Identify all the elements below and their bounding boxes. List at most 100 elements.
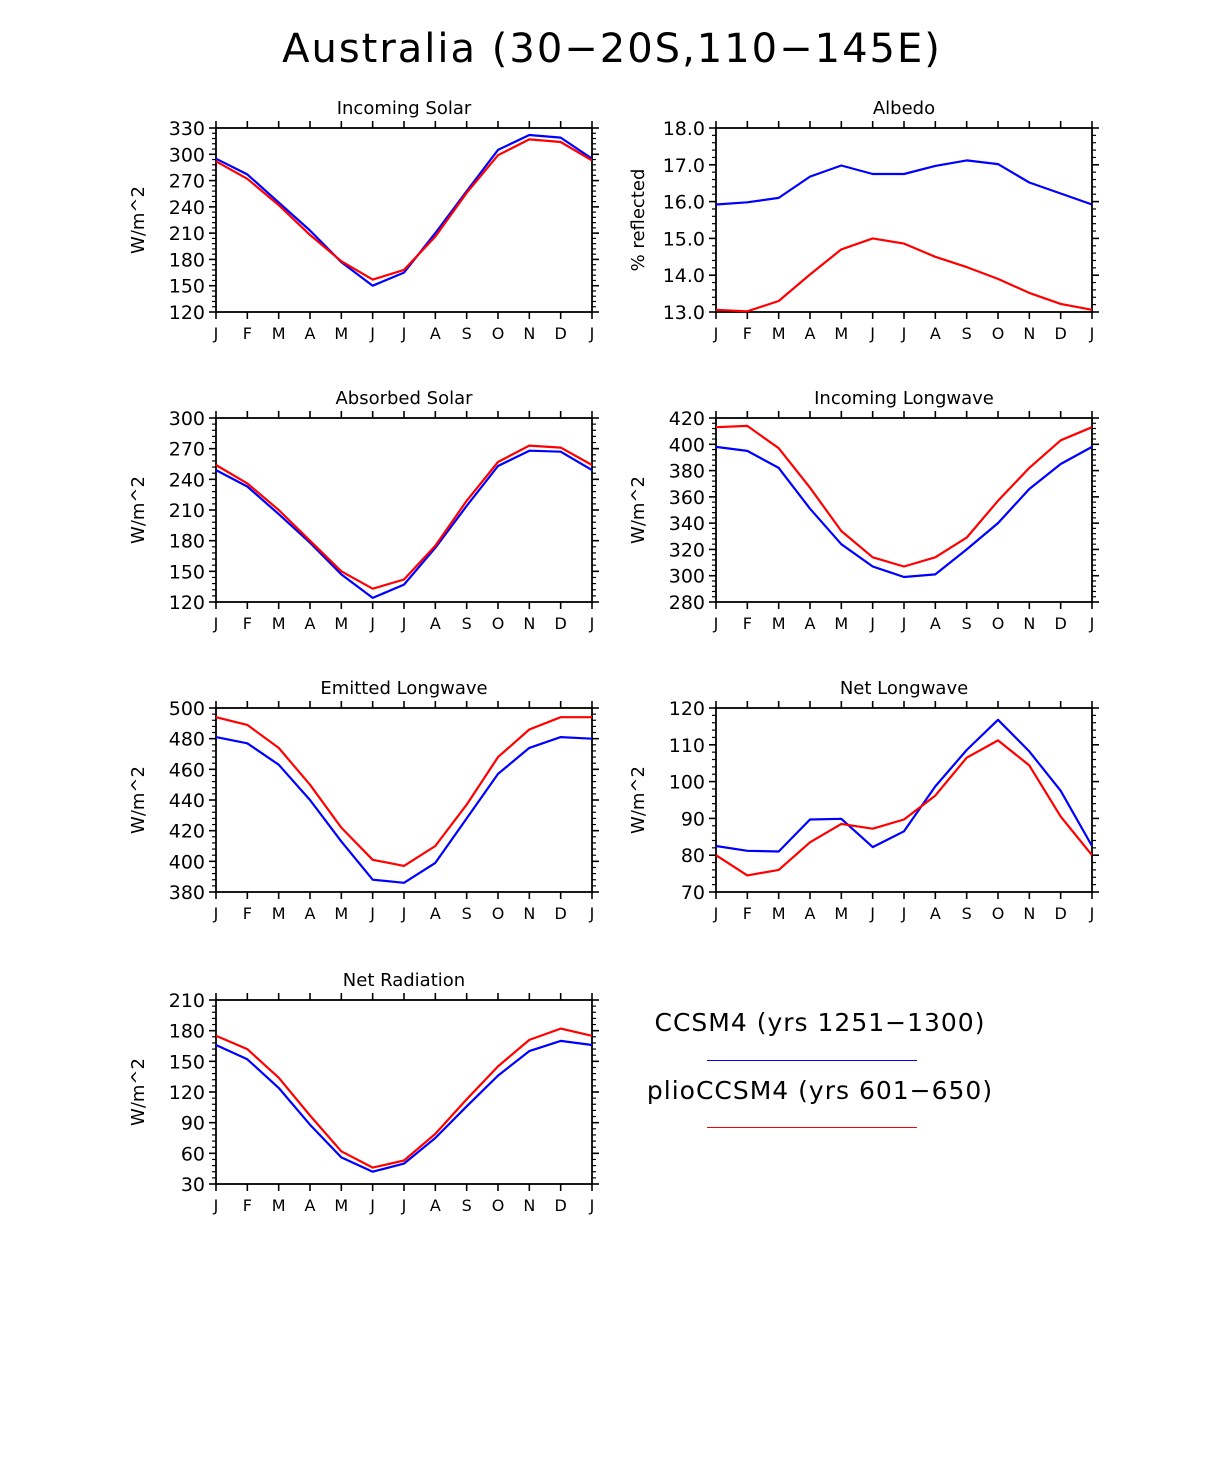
x-tick-label: J [713, 614, 719, 633]
chart-title: Incoming Solar [337, 98, 472, 119]
figure-title: Australia (30−20S,110−145E) [282, 26, 942, 72]
legend-label-ccsm4: CCSM4 (yrs 1251−1300) [654, 1008, 986, 1037]
x-tick-label: A [305, 614, 316, 633]
series-line-ccsm4 [715, 718, 1093, 853]
x-tick-label: J [869, 324, 875, 343]
x-tick-label: J [589, 904, 595, 923]
x-tick-label: J [1089, 904, 1095, 923]
x-tick-label: J [713, 904, 719, 923]
x-tick-label: J [401, 904, 407, 923]
chart-incoming-solar: J F M A M J J A S O N D J120150180210240270300330Inc… [128, 98, 599, 343]
x-tick-label: M [772, 614, 786, 633]
series-line-plio [215, 138, 593, 281]
x-tick-label: N [523, 1196, 535, 1215]
x-tick-label: J [369, 1196, 375, 1215]
series-line-ccsm4 [215, 449, 593, 599]
x-tick-label: J [369, 324, 375, 343]
x-tick-label: J [869, 614, 875, 633]
chart-emitted-longwave: J F M A M J J A S O N D J380400420440460480500Emitte… [128, 678, 599, 923]
chart-albedo: J F M A M J J A S O N D J13.014.015.016.017.018.0Alb… [628, 98, 1099, 343]
y-axis-label: W/m^2 [128, 766, 149, 834]
x-tick-label: F [743, 614, 752, 633]
legend-line-ccsm4 [707, 1060, 917, 1061]
y-tick-label: 300 [169, 408, 205, 430]
chart-title: Emitted Longwave [320, 678, 487, 699]
x-tick-label: O [492, 324, 505, 343]
y-axis-label: W/m^2 [628, 766, 649, 834]
y-tick-label: 270 [169, 171, 205, 193]
x-tick-label: A [930, 324, 941, 343]
y-tick-label: 180 [169, 531, 205, 553]
x-tick-label: O [492, 614, 505, 633]
x-tick-label: O [992, 614, 1005, 633]
y-tick-label: 120 [169, 302, 205, 324]
y-tick-label: 400 [669, 434, 705, 456]
x-tick-label: A [930, 614, 941, 633]
x-tick-label: F [743, 904, 752, 923]
chart-title: Absorbed Solar [335, 388, 473, 409]
y-tick-label: 120 [169, 592, 205, 614]
y-tick-label: 340 [669, 513, 705, 535]
x-tick-label: J [901, 614, 907, 633]
y-axis-label: W/m^2 [128, 1058, 149, 1126]
x-tick-label: A [930, 904, 941, 923]
x-tick-label: F [243, 614, 252, 633]
x-tick-label: A [805, 324, 816, 343]
plot-frame [715, 417, 1093, 603]
y-axis-label: % reflected [628, 169, 649, 272]
x-tick-label: O [492, 1196, 505, 1215]
x-tick-label: M [772, 324, 786, 343]
series-line-ccsm4 [715, 159, 1093, 206]
x-tick-label: J [901, 324, 907, 343]
legend-line-plio [707, 1127, 917, 1128]
y-tick-label: 110 [669, 735, 705, 757]
x-tick-label: M [834, 324, 848, 343]
plot-frame [215, 999, 593, 1185]
x-tick-label: M [334, 324, 348, 343]
y-tick-label: 210 [169, 223, 205, 245]
y-tick-label: 500 [169, 698, 205, 720]
y-tick-label: 270 [169, 439, 205, 461]
x-tick-label: J [589, 324, 595, 343]
chart-title: Net Longwave [840, 678, 968, 699]
chart-incoming-longwave: J F M A M J J A S O N D J280300320340360380400420Inc… [628, 388, 1099, 633]
series-line-ccsm4 [215, 1039, 593, 1173]
y-tick-label: 440 [169, 790, 205, 812]
x-tick-label: J [901, 904, 907, 923]
x-tick-label: D [1055, 904, 1067, 923]
x-tick-label: A [305, 324, 316, 343]
series-line-plio [215, 444, 593, 590]
plot-frame [215, 127, 593, 313]
y-tick-label: 150 [169, 561, 205, 583]
x-tick-label: O [992, 904, 1005, 923]
x-tick-label: M [272, 904, 286, 923]
x-tick-label: D [555, 1196, 567, 1215]
y-tick-label: 120 [669, 698, 705, 720]
x-tick-label: J [213, 324, 219, 343]
series-line-ccsm4 [215, 133, 593, 287]
y-tick-label: 60 [181, 1143, 205, 1165]
series-line-plio [215, 1027, 593, 1169]
y-tick-label: 30 [181, 1174, 205, 1196]
x-tick-label: S [462, 904, 472, 923]
x-tick-label: S [462, 1196, 472, 1215]
chart-absorbed-solar: J F M A M J J A S O N D J120150180210240270300Absorb… [128, 388, 599, 633]
y-tick-label: 480 [169, 729, 205, 751]
series-line-plio [215, 716, 592, 867]
x-tick-label: S [462, 614, 472, 633]
x-tick-label: J [369, 614, 375, 633]
y-tick-label: 300 [669, 566, 705, 588]
y-axis-label: W/m^2 [628, 476, 649, 544]
x-tick-label: M [772, 904, 786, 923]
x-tick-label: N [1023, 904, 1035, 923]
y-tick-label: 180 [169, 1021, 205, 1043]
y-tick-label: 240 [169, 197, 205, 219]
y-tick-label: 14.0 [663, 265, 705, 287]
y-tick-label: 240 [169, 469, 205, 491]
x-tick-label: J [401, 324, 407, 343]
y-tick-label: 180 [169, 249, 205, 271]
y-tick-label: 320 [669, 539, 705, 561]
x-tick-label: M [834, 614, 848, 633]
x-tick-label: M [834, 904, 848, 923]
